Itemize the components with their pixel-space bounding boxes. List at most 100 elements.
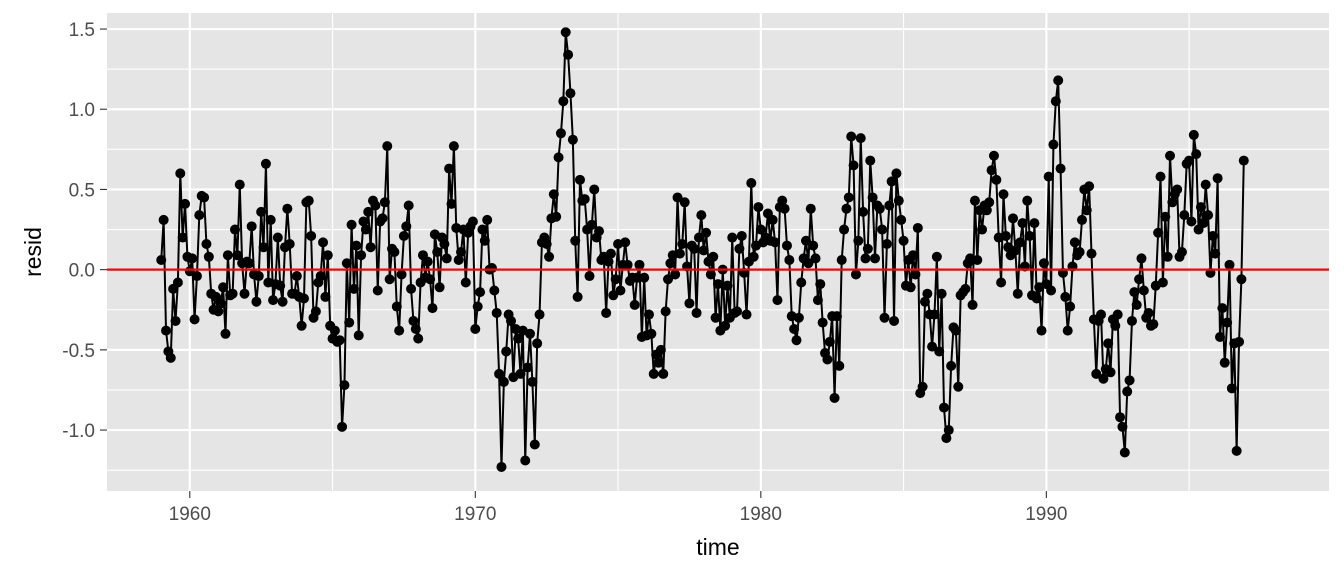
data-point [946, 360, 957, 371]
data-point [1203, 210, 1214, 221]
data-point [981, 205, 992, 216]
data-point [360, 224, 371, 235]
data-point [950, 325, 961, 336]
data-point [496, 461, 507, 472]
data-point [734, 243, 745, 254]
data-point [346, 219, 357, 230]
data-point [1060, 291, 1071, 302]
data-point [1008, 213, 1018, 224]
data-point [934, 346, 945, 357]
data-point [679, 197, 690, 208]
data-point [1126, 315, 1137, 326]
data-point [701, 227, 712, 238]
data-point [408, 315, 419, 326]
data-point [1029, 218, 1040, 229]
data-point [344, 317, 355, 328]
data-point [230, 224, 240, 235]
y-tick-label: 1.0 [69, 100, 95, 121]
data-point [239, 288, 250, 299]
data-point [477, 224, 488, 235]
data-point [253, 271, 264, 282]
data-point [260, 158, 271, 169]
data-point [898, 235, 909, 246]
data-point [1200, 179, 1211, 190]
data-point [284, 238, 295, 249]
data-point [389, 247, 400, 257]
data-point [791, 335, 802, 346]
data-point [532, 338, 543, 349]
data-point [1046, 285, 1057, 296]
data-point [1124, 375, 1135, 386]
data-point [175, 168, 186, 179]
data-point [684, 298, 695, 309]
data-point [432, 247, 443, 257]
data-point [772, 295, 783, 306]
data-point [584, 271, 595, 282]
data-point [258, 242, 269, 253]
data-point [996, 277, 1007, 288]
data-point [755, 224, 766, 235]
data-point [1105, 367, 1116, 378]
data-point [467, 216, 478, 227]
data-point [479, 235, 490, 246]
data-point [1129, 287, 1140, 298]
data-point [803, 258, 814, 269]
data-point [660, 306, 671, 317]
data-point [693, 232, 704, 243]
data-point [1222, 317, 1233, 328]
data-point [1050, 96, 1061, 107]
data-point [1055, 163, 1066, 174]
data-point [572, 291, 583, 302]
x-axis-title: time [696, 534, 739, 560]
data-point [677, 238, 688, 249]
data-point [646, 328, 657, 339]
data-point [180, 198, 191, 209]
data-point [1210, 248, 1221, 259]
data-point [1091, 368, 1102, 379]
data-point [322, 250, 333, 261]
data-point [1191, 149, 1202, 160]
data-point [672, 192, 683, 203]
data-point [501, 346, 512, 357]
x-tick-label: 1960 [169, 504, 211, 525]
data-point [413, 333, 424, 344]
data-point [310, 306, 321, 317]
y-tick-label: 0.0 [69, 261, 95, 282]
data-point [722, 280, 733, 291]
data-point [494, 368, 505, 379]
series-points [156, 27, 1249, 472]
data-point [1076, 214, 1087, 225]
data-point [1031, 293, 1042, 304]
data-point [555, 128, 566, 139]
data-point [848, 160, 859, 171]
data-point [834, 360, 845, 371]
data-point [1195, 202, 1206, 213]
data-point [403, 200, 414, 211]
data-point [663, 274, 674, 285]
data-point [1084, 181, 1095, 192]
data-point [936, 288, 947, 299]
data-point [165, 352, 176, 363]
data-point [306, 230, 317, 241]
data-point [427, 303, 438, 314]
data-point [1224, 259, 1235, 270]
data-point [689, 243, 700, 254]
data-point [394, 325, 405, 336]
data-point [905, 282, 916, 293]
data-point [1062, 325, 1073, 336]
data-point [391, 301, 402, 312]
data-point [824, 336, 835, 347]
data-point [513, 333, 524, 344]
data-point [705, 269, 716, 280]
data-point [384, 274, 395, 285]
data-point [565, 88, 576, 99]
data-point [836, 255, 847, 266]
data-point [850, 269, 861, 280]
data-point [1176, 247, 1187, 257]
data-point [337, 421, 348, 432]
data-point [520, 455, 531, 466]
data-point [889, 315, 900, 326]
data-point [379, 197, 390, 208]
data-point [808, 240, 819, 251]
data-point [665, 258, 676, 269]
